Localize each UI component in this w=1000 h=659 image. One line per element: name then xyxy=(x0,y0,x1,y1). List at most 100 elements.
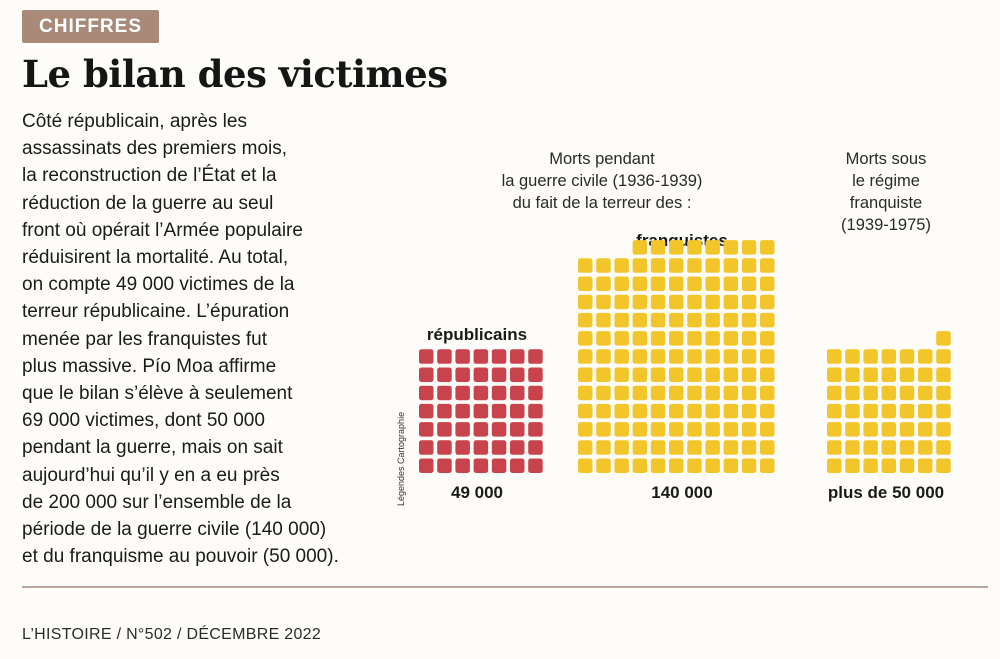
waffle-square xyxy=(669,258,684,273)
waffle-square xyxy=(723,422,739,437)
waffle-square xyxy=(845,385,860,401)
waffle-square xyxy=(687,367,702,382)
waffle-square xyxy=(936,403,951,419)
waffle-square xyxy=(687,385,702,401)
waffle-square xyxy=(669,385,684,401)
group-title-line: Morts pendant xyxy=(549,150,655,168)
waffle-square xyxy=(863,458,878,473)
waffle-square xyxy=(760,440,775,455)
waffle-square xyxy=(723,367,739,382)
waffle-square xyxy=(899,422,915,437)
waffle-square xyxy=(760,458,775,473)
waffle-square xyxy=(723,349,739,364)
waffle-square xyxy=(650,440,666,455)
footer-issue: L’HISTOIRE / N°502 / DÉCEMBRE 2022 xyxy=(22,626,322,643)
waffle-square xyxy=(863,422,878,437)
waffle-square xyxy=(741,258,757,273)
waffle-square xyxy=(723,331,739,346)
waffle-republicains xyxy=(419,349,543,473)
waffle-square xyxy=(510,349,525,364)
waffle-square xyxy=(419,367,434,382)
waffle-square xyxy=(687,276,702,291)
waffle-square xyxy=(741,403,757,419)
waffle-square xyxy=(669,367,684,382)
waffle-square xyxy=(491,403,507,419)
waffle-square xyxy=(669,276,684,291)
waffle-square xyxy=(705,403,720,419)
waffle-square xyxy=(741,331,757,346)
footer-divider xyxy=(22,586,988,588)
waffle-square xyxy=(705,458,720,473)
value-label-regime: plus de 50 000 xyxy=(828,483,944,502)
waffle-square xyxy=(491,385,507,401)
waffle-square xyxy=(473,458,489,473)
waffle-square xyxy=(491,422,507,437)
waffle-square xyxy=(578,312,593,328)
waffle-square xyxy=(632,458,648,473)
waffle-square xyxy=(760,403,775,419)
waffle-square xyxy=(863,349,878,364)
body-line: Côté républicain, après les xyxy=(22,111,247,132)
waffle-square xyxy=(632,367,648,382)
body-line: période de la guerre civile (140 000) xyxy=(22,519,327,541)
waffle-square xyxy=(845,458,860,473)
waffle-square xyxy=(918,349,933,364)
waffle-square xyxy=(596,367,611,382)
body-line: plus massive. Pío Moa affirme xyxy=(22,355,277,377)
waffle-square xyxy=(669,349,684,364)
waffle-square xyxy=(760,240,775,255)
waffle-square xyxy=(936,385,951,401)
waffle-square xyxy=(578,403,593,419)
waffle-square xyxy=(881,349,897,364)
map-credit: Légendes Cartographie xyxy=(396,411,406,506)
waffle-square xyxy=(881,385,897,401)
waffle-square xyxy=(650,385,666,401)
waffle-square xyxy=(596,385,611,401)
waffle-square xyxy=(918,422,933,437)
waffle-square xyxy=(596,331,611,346)
waffle-square xyxy=(687,240,702,255)
waffle-square xyxy=(510,422,525,437)
waffle-square xyxy=(827,349,842,364)
waffle-square xyxy=(687,258,702,273)
waffle-square xyxy=(936,458,951,473)
waffle-square xyxy=(899,458,915,473)
waffle-square xyxy=(650,312,666,328)
waffle-square xyxy=(899,403,915,419)
waffle-square xyxy=(650,331,666,346)
waffle-square xyxy=(455,440,470,455)
waffle-square xyxy=(578,294,593,310)
waffle-square xyxy=(723,258,739,273)
waffle-square xyxy=(827,458,842,473)
waffle-square xyxy=(936,331,951,346)
body-line: aujourd’hui qu’il y en a eu près xyxy=(22,464,280,486)
waffle-square xyxy=(723,312,739,328)
waffle-square xyxy=(845,440,860,455)
waffle-square xyxy=(650,403,666,419)
waffle-square xyxy=(632,258,648,273)
waffle-square xyxy=(473,440,489,455)
waffle-square xyxy=(881,422,897,437)
group-title-line: Morts sous xyxy=(846,150,927,168)
waffle-square xyxy=(741,240,757,255)
waffle-square xyxy=(705,349,720,364)
waffle-square xyxy=(578,385,593,401)
waffle-square xyxy=(632,331,648,346)
section-tag: CHIFFRES xyxy=(22,10,159,43)
waffle-square xyxy=(741,294,757,310)
waffle-square xyxy=(687,458,702,473)
waffle-square xyxy=(918,385,933,401)
waffle-square xyxy=(614,385,629,401)
body-line: de 200 000 sur l’ensemble de la xyxy=(22,491,292,513)
waffle-square xyxy=(723,385,739,401)
waffle-square xyxy=(632,385,648,401)
waffle-square xyxy=(473,367,489,382)
waffle-square xyxy=(596,258,611,273)
waffle-square xyxy=(510,440,525,455)
waffle-square xyxy=(578,349,593,364)
waffle-square xyxy=(669,458,684,473)
waffle-square xyxy=(705,331,720,346)
waffle-square xyxy=(510,367,525,382)
waffle-square xyxy=(437,403,452,419)
waffle-square xyxy=(578,367,593,382)
